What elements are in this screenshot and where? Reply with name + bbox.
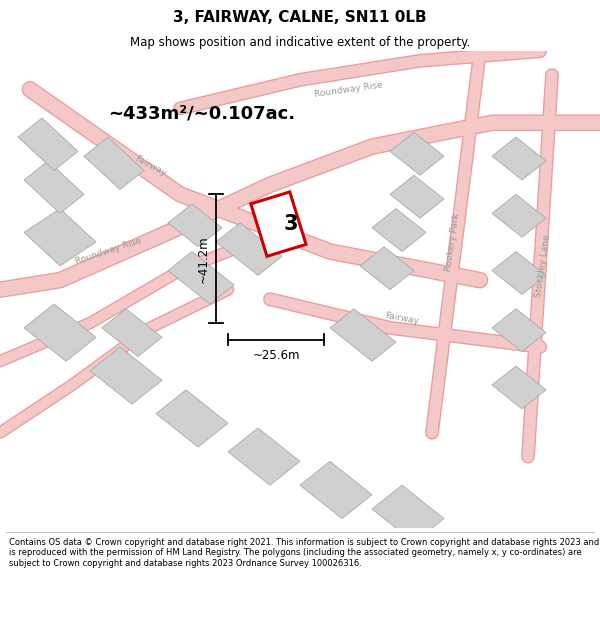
Text: ~25.6m: ~25.6m <box>252 349 300 361</box>
Polygon shape <box>24 161 84 213</box>
Polygon shape <box>102 309 162 356</box>
Text: Stockley Lane: Stockley Lane <box>534 234 552 298</box>
Text: Roundway Rise: Roundway Rise <box>313 80 383 99</box>
Polygon shape <box>168 204 222 247</box>
Polygon shape <box>390 175 444 218</box>
Polygon shape <box>330 309 396 361</box>
Polygon shape <box>372 485 444 542</box>
Text: Rookery Park: Rookery Park <box>445 213 461 272</box>
Text: Contains OS data © Crown copyright and database right 2021. This information is : Contains OS data © Crown copyright and d… <box>9 538 599 568</box>
Polygon shape <box>492 366 546 409</box>
Polygon shape <box>18 118 78 171</box>
Polygon shape <box>300 461 372 519</box>
Text: Map shows position and indicative extent of the property.: Map shows position and indicative extent… <box>130 36 470 49</box>
Polygon shape <box>24 304 96 361</box>
Polygon shape <box>251 192 306 256</box>
Text: Roundway Rise: Roundway Rise <box>74 237 142 266</box>
Polygon shape <box>372 209 426 251</box>
Text: 3, FAIRWAY, CALNE, SN11 0LB: 3, FAIRWAY, CALNE, SN11 0LB <box>173 10 427 25</box>
Polygon shape <box>168 251 234 304</box>
Text: 3: 3 <box>283 214 298 234</box>
Polygon shape <box>492 194 546 238</box>
Polygon shape <box>492 137 546 180</box>
Polygon shape <box>90 347 162 404</box>
Polygon shape <box>360 247 414 290</box>
Polygon shape <box>228 428 300 485</box>
Text: Fairway: Fairway <box>384 311 420 326</box>
Text: Fairway: Fairway <box>133 154 167 178</box>
Polygon shape <box>216 223 282 276</box>
Polygon shape <box>492 251 546 294</box>
Polygon shape <box>156 390 228 447</box>
Text: ~433m²/~0.107ac.: ~433m²/~0.107ac. <box>108 104 295 122</box>
Polygon shape <box>390 132 444 175</box>
Polygon shape <box>492 309 546 352</box>
Polygon shape <box>24 209 96 266</box>
Polygon shape <box>84 137 144 189</box>
Text: ~41.2m: ~41.2m <box>196 235 209 282</box>
